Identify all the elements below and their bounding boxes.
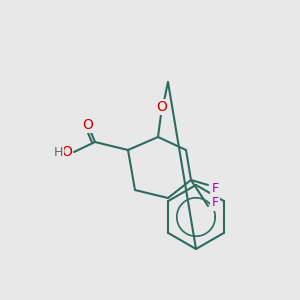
Text: H: H: [53, 146, 63, 158]
Text: F: F: [212, 196, 219, 209]
Text: F: F: [212, 182, 219, 194]
Text: O: O: [61, 145, 72, 159]
Text: O: O: [157, 100, 167, 114]
Text: O: O: [82, 118, 93, 132]
